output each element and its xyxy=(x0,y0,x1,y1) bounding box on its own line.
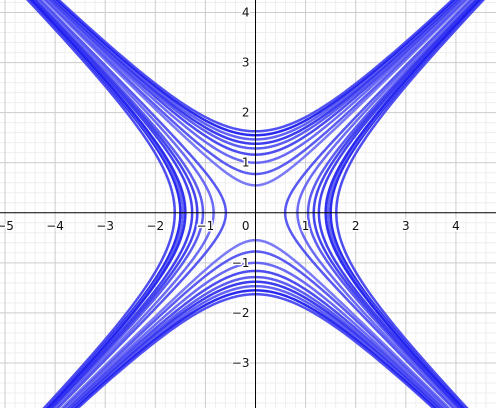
x-tick-label: −5 xyxy=(0,219,14,233)
x-tick-label: −3 xyxy=(96,219,114,233)
tick-labels: −5 −4 −3 −2 −1 0 1 2 3 4 4 3 2 1 −1 −2 −3 xyxy=(0,4,461,371)
y-tick-label: 2 xyxy=(242,106,250,120)
x-tick-label: −2 xyxy=(146,219,164,233)
y-tick-label: −1 xyxy=(232,256,250,270)
x-tick-label: 1 xyxy=(302,219,310,233)
x-tick-label: −1 xyxy=(197,219,215,233)
x-tick-label: 2 xyxy=(352,219,360,233)
y-tick-label: 4 xyxy=(242,6,250,20)
y-tick-label: 1 xyxy=(242,156,250,170)
y-tick-label: −2 xyxy=(232,306,250,320)
x-tick-label: −4 xyxy=(46,219,64,233)
y-tick-label: −3 xyxy=(232,356,250,370)
y-tick-label: 3 xyxy=(242,56,250,70)
x-tick-label: 0 xyxy=(242,219,250,233)
x-tick-label: 3 xyxy=(402,219,410,233)
x-tick-label: 4 xyxy=(452,219,460,233)
